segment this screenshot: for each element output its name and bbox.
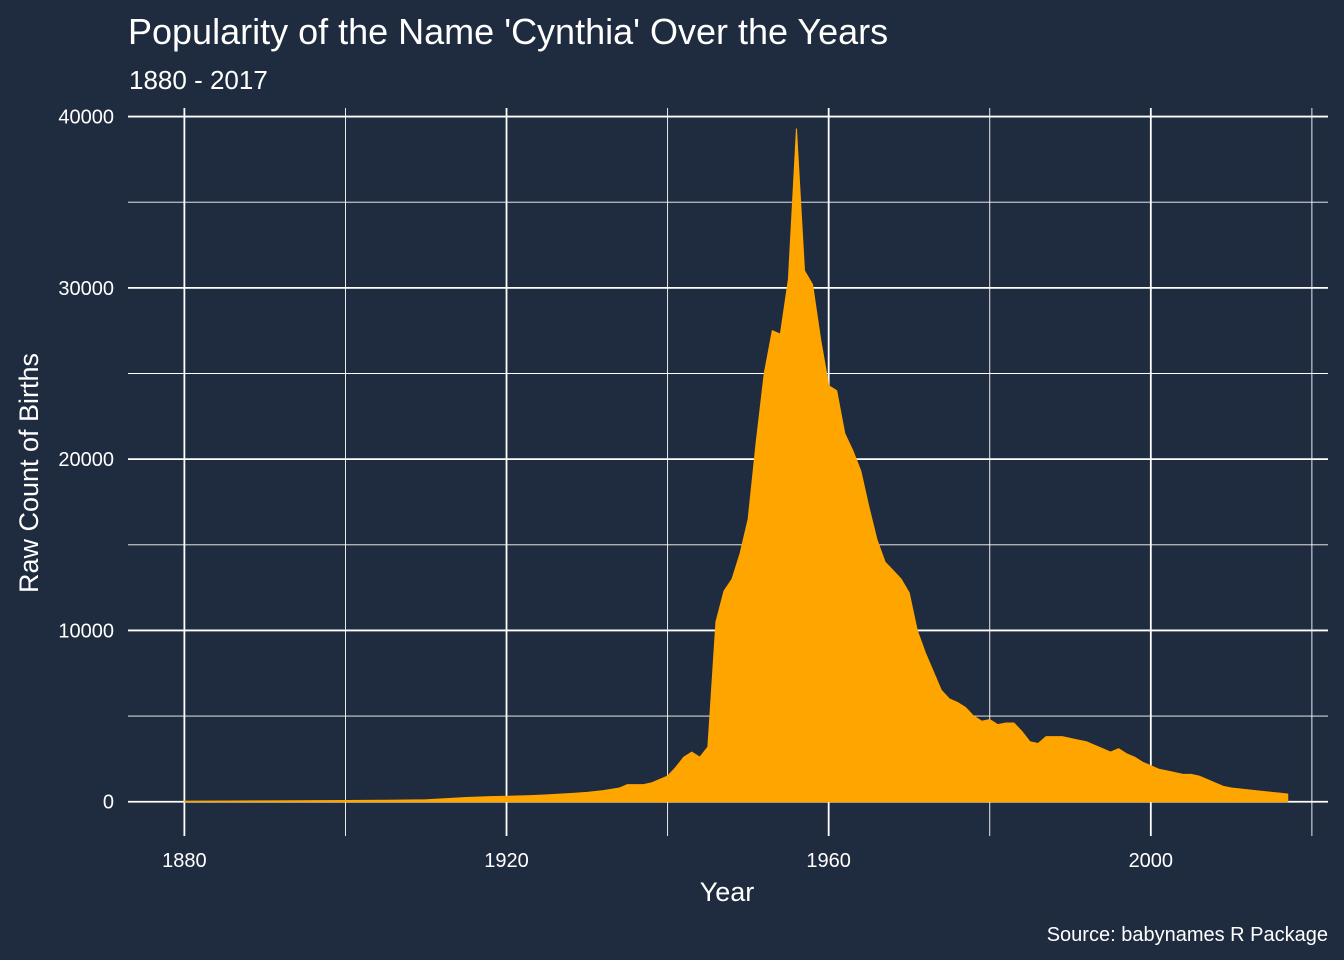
chart-title: Popularity of the Name 'Cynthia' Over th… [128, 11, 888, 52]
x-tick-label: 1960 [806, 850, 851, 872]
chart-subtitle: 1880 - 2017 [129, 65, 268, 95]
y-tick-label: 20000 [58, 449, 114, 471]
x-tick-label: 1920 [484, 850, 529, 872]
y-tick-label: 30000 [58, 278, 114, 300]
y-tick-label: 40000 [58, 107, 114, 129]
x-axis-title: Year [700, 877, 755, 907]
area-series-cynthia [183, 128, 1289, 803]
chart-caption: Source: babynames R Package [1047, 924, 1328, 946]
y-axis-title: Raw Count of Births [14, 353, 44, 593]
y-tick-label: 10000 [58, 620, 114, 642]
y-tick-label: 0 [103, 792, 114, 814]
x-axis-ticks: 1880 1920 1960 2000 [162, 850, 1173, 872]
y-axis-ticks: 0 10000 20000 30000 40000 [58, 107, 114, 814]
x-tick-label: 1880 [162, 850, 207, 872]
x-tick-label: 2000 [1129, 850, 1174, 872]
